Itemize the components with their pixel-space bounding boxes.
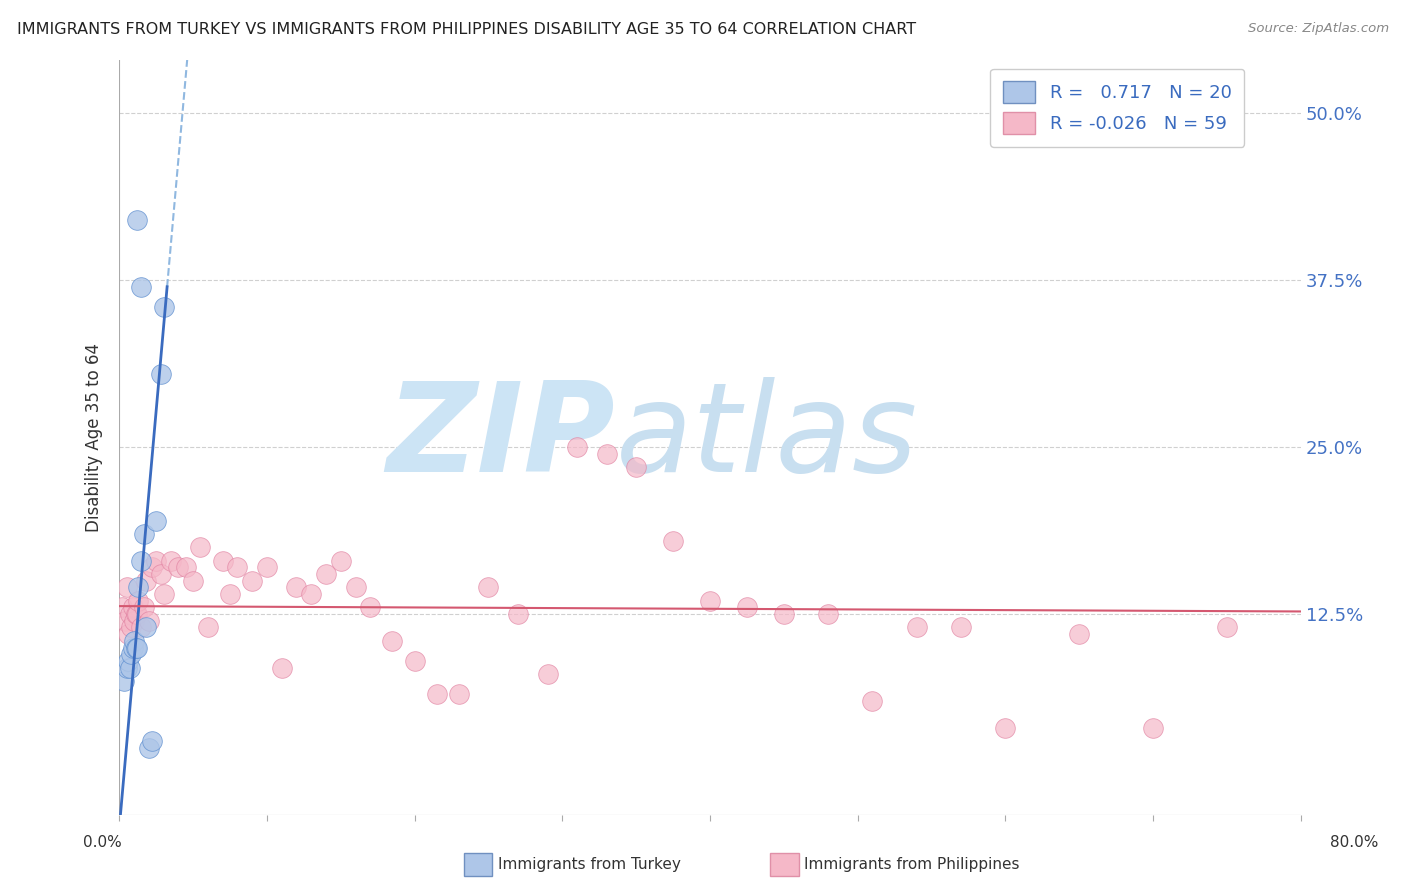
Point: [1142, 721, 1164, 735]
Point: [131, 620, 153, 634]
Point: [426, 687, 449, 701]
Text: atlas: atlas: [616, 376, 918, 498]
Point: [506, 607, 529, 621]
Point: [329, 554, 352, 568]
Text: ZIP: ZIP: [387, 376, 616, 498]
Point: [122, 633, 145, 648]
Point: [190, 541, 212, 555]
Point: [135, 574, 157, 588]
Point: [226, 560, 249, 574]
Text: Immigrants from Philippines: Immigrants from Philippines: [804, 857, 1019, 871]
Point: [138, 740, 160, 755]
Point: [152, 300, 174, 314]
Point: [404, 654, 426, 668]
Point: [127, 581, 149, 595]
Text: 0.0%: 0.0%: [83, 835, 122, 849]
Point: [1216, 620, 1239, 634]
Point: [121, 600, 143, 615]
Point: [359, 600, 381, 615]
Point: [149, 367, 172, 381]
Point: [127, 594, 149, 608]
Point: [1069, 627, 1091, 641]
Point: [595, 447, 617, 461]
Point: [135, 620, 157, 634]
Legend: R =   0.717   N = 20, R = -0.026   N = 59: R = 0.717 N = 20, R = -0.026 N = 59: [990, 69, 1244, 147]
Text: IMMIGRANTS FROM TURKEY VS IMMIGRANTS FROM PHILIPPINES DISABILITY AGE 35 TO 64 CO: IMMIGRANTS FROM TURKEY VS IMMIGRANTS FRO…: [17, 22, 915, 37]
Point: [145, 554, 167, 568]
Point: [315, 567, 337, 582]
Point: [772, 607, 794, 621]
Point: [141, 734, 163, 748]
Text: 80.0%: 80.0%: [1330, 835, 1378, 849]
Point: [624, 460, 647, 475]
Point: [477, 581, 499, 595]
Point: [160, 554, 183, 568]
Point: [117, 627, 139, 641]
Point: [344, 581, 367, 595]
Point: [134, 527, 156, 541]
Point: [125, 640, 148, 655]
Point: [121, 640, 143, 655]
Point: [181, 574, 204, 588]
Point: [285, 581, 308, 595]
Point: [120, 647, 142, 661]
Point: [145, 514, 167, 528]
Point: [536, 667, 558, 681]
Point: [152, 587, 174, 601]
Point: [115, 581, 138, 595]
Point: [115, 660, 138, 674]
Point: [167, 560, 190, 574]
Point: [120, 620, 142, 634]
Point: [125, 213, 148, 227]
Point: [122, 614, 145, 628]
Point: [299, 587, 322, 601]
Point: [256, 560, 278, 574]
Text: Source: ZipAtlas.com: Source: ZipAtlas.com: [1249, 22, 1389, 36]
Point: [174, 560, 197, 574]
Point: [905, 620, 928, 634]
Point: [447, 687, 470, 701]
Point: [141, 560, 163, 574]
Text: Immigrants from Turkey: Immigrants from Turkey: [498, 857, 681, 871]
Point: [114, 614, 136, 628]
Point: [949, 620, 972, 634]
Point: [994, 721, 1017, 735]
Point: [817, 607, 839, 621]
Point: [118, 607, 141, 621]
Point: [134, 600, 156, 615]
Point: [565, 440, 588, 454]
Point: [662, 533, 685, 548]
Point: [860, 694, 883, 708]
Point: [270, 660, 292, 674]
Point: [211, 554, 233, 568]
Point: [112, 673, 135, 688]
Point: [124, 640, 146, 655]
Point: [735, 600, 758, 615]
Point: [138, 614, 160, 628]
Point: [125, 607, 148, 621]
Point: [111, 600, 134, 615]
Y-axis label: Disability Age 35 to 64: Disability Age 35 to 64: [86, 343, 103, 532]
Point: [381, 633, 404, 648]
Point: [699, 594, 721, 608]
Point: [131, 554, 153, 568]
Point: [118, 660, 141, 674]
Point: [117, 654, 139, 668]
Point: [197, 620, 219, 634]
Point: [124, 607, 146, 621]
Point: [240, 574, 263, 588]
Point: [219, 587, 242, 601]
Point: [149, 567, 172, 582]
Point: [131, 279, 153, 293]
